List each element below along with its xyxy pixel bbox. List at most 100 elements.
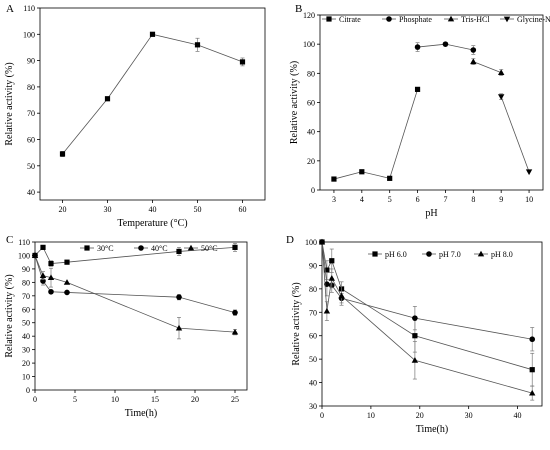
- series-phosphate: [414, 41, 477, 55]
- data-point: [31, 252, 39, 258]
- y-tick-label: 40: [27, 188, 35, 197]
- data-point: [414, 44, 421, 50]
- series-line: [62, 33, 243, 155]
- y-tick-label: 40: [307, 128, 315, 137]
- x-tick-label: 9: [499, 195, 503, 204]
- series-40-c: [32, 252, 238, 316]
- legend-marker: [326, 16, 332, 22]
- data-point: [331, 176, 337, 182]
- y-axis-label: Relative activity (%): [4, 62, 15, 145]
- series-glycine-naoh: [497, 93, 533, 176]
- y-axis-label: Relative activity (%): [291, 282, 302, 365]
- x-tick-label: 6: [416, 195, 420, 204]
- y-axis-label: Relative activity (%): [289, 61, 300, 144]
- y-tick-label: 80: [22, 278, 30, 287]
- data-point: [470, 58, 477, 65]
- series-50-c: [31, 252, 239, 340]
- data-point: [176, 294, 182, 300]
- y-axis-label: Relative activity (%): [4, 274, 15, 357]
- data-point: [497, 69, 505, 76]
- legend-marker: [372, 251, 378, 257]
- data-point: [525, 169, 533, 176]
- data-point: [231, 328, 239, 335]
- data-point: [442, 41, 449, 47]
- data-point: [323, 307, 331, 314]
- legend-marker: [447, 15, 455, 22]
- legend-label: Tris-HCl: [461, 15, 490, 24]
- series-citrate: [331, 86, 421, 182]
- legend-marker: [477, 250, 485, 257]
- x-axis-label: pH: [425, 208, 437, 219]
- series-line: [473, 61, 502, 73]
- y-tick-label: 90: [22, 265, 30, 274]
- data-point: [64, 289, 70, 296]
- legend-label: 50°C: [201, 244, 218, 253]
- data-point: [194, 42, 201, 48]
- data-point: [529, 336, 536, 343]
- legend-label: Citrate: [339, 15, 361, 24]
- series-tris-hcl: [470, 58, 505, 76]
- legend: 30°C 40°C 50°C: [80, 244, 218, 253]
- x-tick-label: 25: [231, 395, 239, 404]
- panel-letter: C: [6, 234, 13, 246]
- x-tick-label: 10: [525, 195, 533, 204]
- y-tick-label: 110: [23, 4, 35, 13]
- data-point: [149, 31, 156, 37]
- x-tick-label: 10: [111, 395, 119, 404]
- y-tick-label: 60: [22, 305, 30, 314]
- data-point: [414, 86, 421, 92]
- y-tick-label: 80: [309, 285, 317, 294]
- data-point: [470, 47, 477, 53]
- data-point: [64, 259, 70, 265]
- legend-label: pH 7.0: [439, 250, 461, 259]
- y-tick-label: 70: [22, 292, 30, 301]
- data-point: [359, 169, 365, 175]
- data-point: [529, 389, 536, 396]
- series-line: [321, 241, 533, 340]
- x-tick-label: 8: [471, 195, 475, 204]
- x-tick-label: 30: [104, 205, 112, 214]
- legend-label: pH 6.0: [385, 250, 407, 259]
- data-point: [39, 272, 47, 279]
- data-point: [104, 96, 111, 102]
- data-point: [232, 309, 238, 316]
- data-point: [318, 238, 326, 245]
- x-tick-label: 50: [194, 205, 202, 214]
- x-axis-label: Time(h): [125, 408, 157, 419]
- y-tick-label: 30: [22, 346, 30, 355]
- panel-letter: B: [295, 3, 302, 15]
- legend-marker: [84, 245, 90, 251]
- x-tick-label: 3: [332, 195, 336, 204]
- legend-label: 30°C: [97, 244, 114, 253]
- y-tick-label: 40: [22, 332, 30, 341]
- data-point: [338, 292, 345, 299]
- series-0: [59, 31, 246, 157]
- data-point: [40, 244, 46, 250]
- data-point: [59, 151, 66, 157]
- x-axis-label: Time(h): [416, 424, 448, 435]
- legend-marker: [138, 245, 144, 251]
- x-tick-label: 40: [149, 205, 157, 214]
- data-point: [175, 324, 183, 331]
- y-tick-label: 90: [309, 261, 317, 270]
- data-point: [411, 357, 419, 363]
- panel-letter: A: [6, 3, 14, 15]
- y-tick-label: 70: [27, 109, 35, 118]
- y-tick-label: 110: [18, 238, 30, 247]
- y-tick-label: 80: [27, 83, 35, 92]
- series-line: [333, 89, 418, 180]
- data-point: [329, 258, 335, 264]
- x-tick-label: 20: [191, 395, 199, 404]
- data-point: [324, 267, 330, 273]
- y-tick-label: 100: [303, 40, 315, 49]
- plot-frame: [321, 241, 543, 407]
- legend: pH 6.0 pH 7.0 pH 8.0: [368, 250, 513, 259]
- x-tick-label: 20: [59, 205, 67, 214]
- legend-label: Phosphate: [399, 15, 432, 24]
- y-tick-label: 20: [22, 359, 30, 368]
- data-point: [48, 288, 54, 295]
- series-line: [321, 241, 533, 394]
- data-point: [328, 275, 335, 281]
- y-tick-label: 40: [309, 379, 317, 388]
